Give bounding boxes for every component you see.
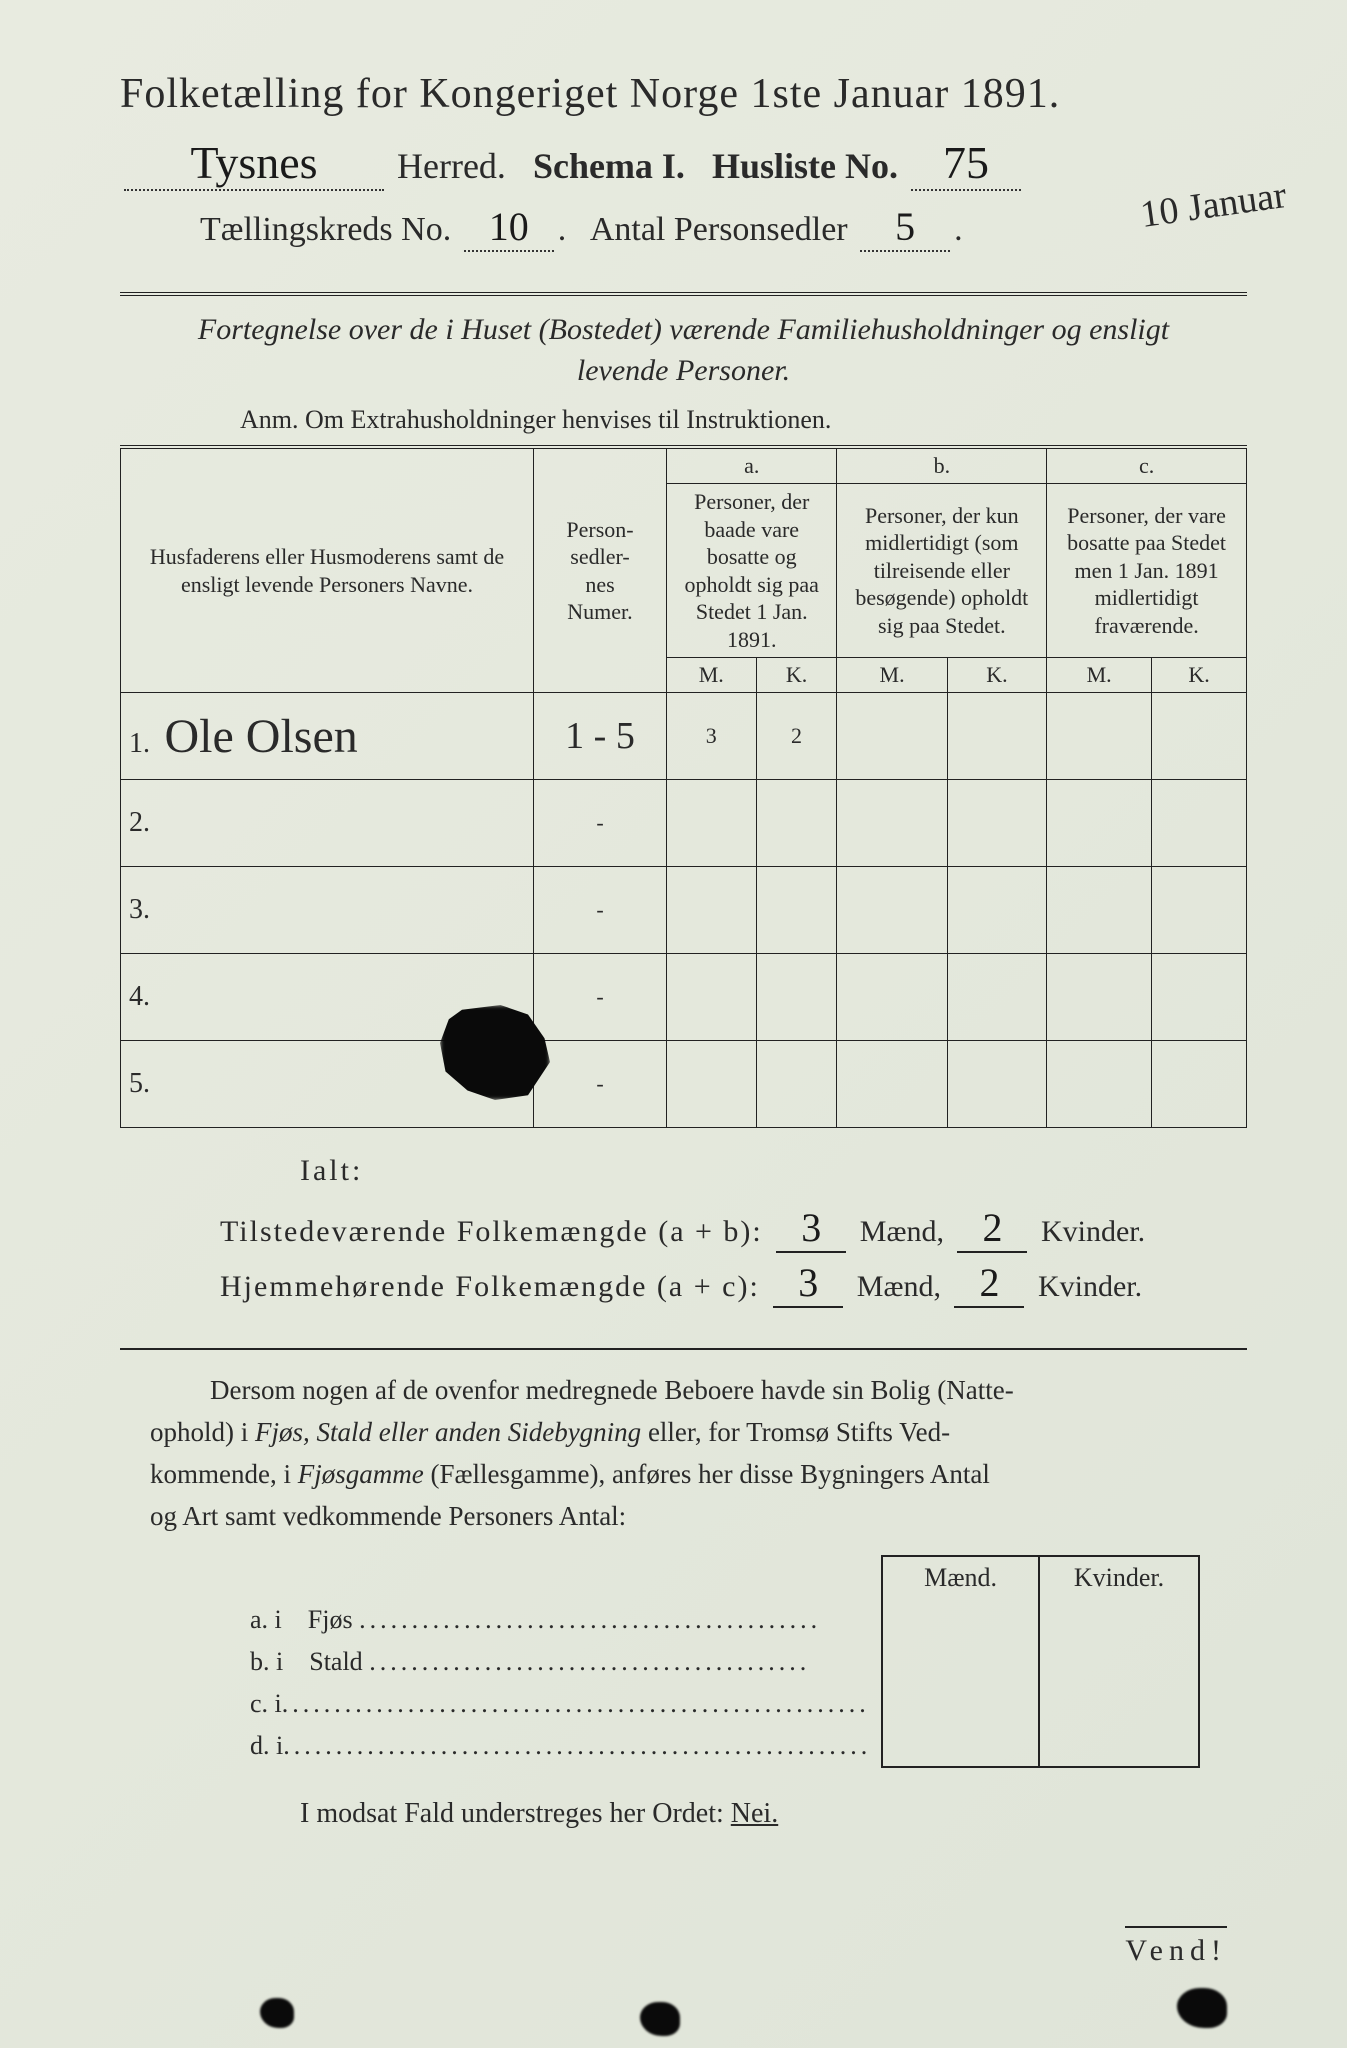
person-name: Ole Olsen bbox=[165, 710, 358, 763]
outb-label: Stald bbox=[309, 1647, 362, 1676]
kreds-label: Tællingskreds No. bbox=[200, 211, 451, 248]
subtitle: Fortegnelse over de i Huset (Bostedet) v… bbox=[180, 310, 1187, 391]
maend-label: Mænd, bbox=[857, 1270, 941, 1303]
cell-a-k: 2 bbox=[756, 693, 837, 780]
ink-spot bbox=[1177, 1988, 1227, 2028]
totals-line-1: Tilstedeværende Folkemængde (a + b): 3 M… bbox=[220, 1204, 1247, 1253]
totals-line-2: Hjemmehørende Folkemængde (a + c): 3 Mæn… bbox=[220, 1259, 1247, 1308]
cell-a-m: 3 bbox=[667, 693, 757, 780]
totals-2-k: 2 bbox=[954, 1259, 1024, 1308]
table-row: 3. - bbox=[121, 867, 1247, 954]
anm-note: Anm. Om Extrahusholdninger henvises til … bbox=[240, 405, 1247, 435]
col-a-k: K. bbox=[756, 658, 837, 693]
totals-2-m: 3 bbox=[773, 1259, 843, 1308]
outb-row: b. i Stald .............................… bbox=[240, 1641, 1199, 1683]
table-row: 5. - bbox=[121, 1041, 1247, 1128]
col-a-m: M. bbox=[667, 658, 757, 693]
table-row: 4. - bbox=[121, 954, 1247, 1041]
divider-mid bbox=[120, 1348, 1247, 1350]
col-a-text: Personer, der baade vare bosatte og opho… bbox=[667, 484, 837, 658]
col-names: Husfaderens eller Husmoderens samt de en… bbox=[121, 447, 534, 693]
dots: ........................................… bbox=[282, 1689, 870, 1718]
outb-key: d. i bbox=[250, 1731, 283, 1760]
col-b-label: b. bbox=[837, 447, 1047, 484]
header-row-herred: Tysnes Herred. Schema I. Husliste No. 75 bbox=[120, 136, 1247, 191]
numer-cell: - bbox=[534, 780, 667, 867]
outb-key: b. i bbox=[250, 1647, 283, 1676]
outb-col-m: Mænd. bbox=[882, 1556, 1039, 1599]
nei-line: I modsat Fald understreges her Ordet: Ne… bbox=[300, 1798, 1247, 1830]
row-num: 2. bbox=[129, 807, 159, 839]
dots: ........................................… bbox=[283, 1731, 871, 1760]
husliste-value: 75 bbox=[943, 137, 989, 188]
col-b-text: Personer, der kun midlertidigt (som tilr… bbox=[837, 484, 1047, 658]
table-row: 1. Ole Olsen 1 - 5 3 2 bbox=[121, 693, 1247, 780]
row-num: 3. bbox=[129, 894, 159, 926]
husliste-label: Husliste No. bbox=[712, 146, 898, 186]
maend-label: Mænd, bbox=[860, 1215, 944, 1248]
herred-value: Tysnes bbox=[190, 137, 317, 188]
totals-1-label: Tilstedeværende Folkemængde (a + b): bbox=[220, 1215, 763, 1248]
col-a-label: a. bbox=[667, 447, 837, 484]
census-form-page: Folketælling for Kongeriget Norge 1ste J… bbox=[0, 0, 1347, 2048]
col-b-k: K. bbox=[947, 658, 1047, 693]
personsedler-value: 5 bbox=[895, 204, 915, 249]
household-table: Husfaderens eller Husmoderens samt de en… bbox=[120, 445, 1247, 1128]
vend-label: Vend! bbox=[1125, 1926, 1227, 1968]
cell-c-k bbox=[1152, 693, 1247, 780]
outb-label: Fjøs bbox=[308, 1605, 353, 1634]
col-c-text: Personer, der vare bosatte paa Stedet me… bbox=[1047, 484, 1247, 658]
kvinder-label: Kvinder. bbox=[1041, 1215, 1145, 1248]
form-title: Folketælling for Kongeriget Norge 1ste J… bbox=[120, 70, 1247, 118]
kreds-value: 10 bbox=[489, 204, 529, 249]
row-num: 1. bbox=[129, 728, 159, 760]
row-num: 4. bbox=[129, 981, 159, 1013]
outb-row: c. i....................................… bbox=[240, 1683, 1199, 1725]
numer-cell: - bbox=[534, 1041, 667, 1128]
row-num: 5. bbox=[129, 1068, 159, 1100]
outb-key: a. i bbox=[250, 1605, 282, 1634]
outb-col-k: Kvinder. bbox=[1039, 1556, 1199, 1599]
totals-2-label: Hjemmehørende Folkemængde (a + c): bbox=[220, 1270, 760, 1303]
ink-spot bbox=[260, 1998, 294, 2028]
numer-cell: - bbox=[534, 954, 667, 1041]
numer-cell: - bbox=[534, 867, 667, 954]
numer-cell: 1 - 5 bbox=[534, 693, 667, 780]
outb-row: a. i Fjøs ..............................… bbox=[240, 1599, 1199, 1641]
col-b-m: M. bbox=[837, 658, 947, 693]
col-c-k: K. bbox=[1152, 658, 1247, 693]
outb-key: c. i bbox=[250, 1689, 282, 1718]
cell-b-k bbox=[947, 693, 1047, 780]
herred-label: Herred. bbox=[397, 146, 506, 186]
col-c-m: M. bbox=[1047, 658, 1152, 693]
totals-1-k: 2 bbox=[957, 1204, 1027, 1253]
outbuildings-table: Mænd. Kvinder. a. i Fjøs ...............… bbox=[240, 1555, 1200, 1768]
outb-row: d. i....................................… bbox=[240, 1725, 1199, 1767]
cell-b-m bbox=[837, 693, 947, 780]
totals-1-m: 3 bbox=[776, 1204, 846, 1253]
personsedler-label: Antal Personsedler bbox=[590, 211, 848, 248]
nei-word: Nei. bbox=[731, 1798, 778, 1829]
header-row-kreds: Tællingskreds No. 10. Antal Personsedler… bbox=[200, 203, 1247, 252]
ialt-label: Ialt: bbox=[300, 1154, 1247, 1188]
nei-label: I modsat Fald understreges her Ordet: bbox=[300, 1798, 724, 1829]
col-numer: Person- sedler- nes Numer. bbox=[534, 447, 667, 693]
schema-label: Schema I. bbox=[533, 146, 685, 186]
cell-c-m bbox=[1047, 693, 1152, 780]
dots: ........................................… bbox=[369, 1647, 810, 1676]
outbuildings-paragraph: Dersom nogen af de ovenfor medregnede Be… bbox=[150, 1370, 1217, 1537]
table-row: 2. - bbox=[121, 780, 1247, 867]
col-c-label: c. bbox=[1047, 447, 1247, 484]
dots: ........................................… bbox=[359, 1605, 821, 1634]
divider-top bbox=[120, 292, 1247, 296]
ink-spot bbox=[640, 2002, 680, 2036]
kvinder-label: Kvinder. bbox=[1038, 1270, 1142, 1303]
